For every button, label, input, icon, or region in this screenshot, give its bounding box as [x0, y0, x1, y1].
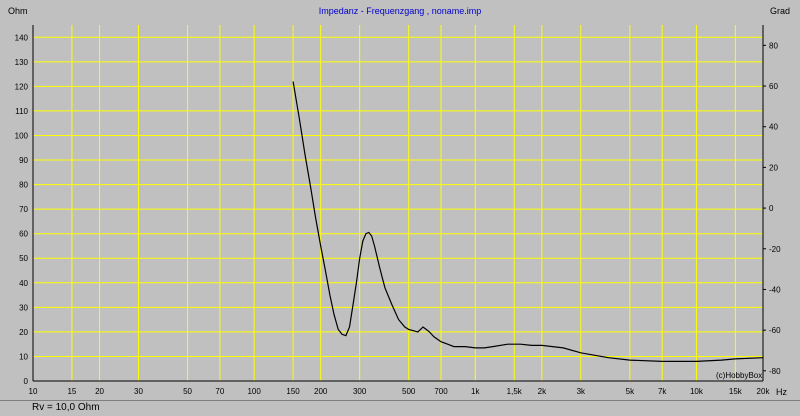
x-tick-label: 70 — [215, 387, 224, 396]
y-tick-label: 30 — [19, 303, 28, 312]
y-tick-label: 50 — [19, 254, 28, 263]
y-tick-label: 20 — [19, 328, 28, 337]
y-tick-label: 120 — [15, 82, 29, 91]
y-tick-label: 130 — [15, 58, 29, 67]
y2-tick-label: 60 — [769, 82, 778, 91]
x-tick-label: 10k — [690, 387, 704, 396]
x-tick-label: 10 — [29, 387, 38, 396]
x-tick-label: 30 — [134, 387, 143, 396]
x-tick-label: 100 — [247, 387, 261, 396]
status-text: Rv = 10,0 Ohm — [32, 402, 100, 413]
y-tick-label: 140 — [15, 33, 29, 42]
y2-tick-label: 80 — [769, 41, 778, 50]
x-tick-label: 15 — [67, 387, 76, 396]
x-tick-label: 1k — [471, 387, 480, 396]
y-tick-label: 70 — [19, 205, 28, 214]
axes — [32, 25, 766, 382]
y-tick-label: 60 — [19, 230, 28, 239]
series-group — [292, 81, 764, 362]
y-tick-label: 100 — [15, 131, 29, 140]
x-tick-label: 7k — [658, 387, 667, 396]
y2-tick-label: 40 — [769, 123, 778, 132]
x-tick-label: 300 — [353, 387, 367, 396]
x-tick-label: 3k — [577, 387, 586, 396]
x-tick-label: 20k — [757, 387, 771, 396]
y-tick-label: 80 — [19, 181, 28, 190]
y2-axis-label: Grad — [770, 6, 790, 16]
x-tick-label: 200 — [314, 387, 328, 396]
status-bar — [0, 400, 800, 416]
y2-tick-label: -80 — [769, 367, 781, 376]
x-tick-label: 20 — [95, 387, 104, 396]
x-tick-label: 500 — [402, 387, 416, 396]
x-tick-label: 150 — [286, 387, 300, 396]
chart-title: Impedanz - Frequenzgang , noname.imp — [319, 6, 482, 16]
plot-area — [33, 25, 763, 381]
y-axis-label: Ohm — [8, 6, 28, 16]
x-tick-label: 700 — [434, 387, 448, 396]
tick-labels: 0102030405060708090100110120130140-80-60… — [15, 33, 781, 396]
copyright-annotation: (c)HobbyBox — [716, 371, 762, 380]
y2-tick-label: -40 — [769, 285, 781, 294]
y2-tick-label: -60 — [769, 326, 781, 335]
impedance-chart: 0102030405060708090100110120130140-80-60… — [8, 6, 790, 397]
grid — [32, 25, 764, 382]
x-tick-label: 1,5k — [507, 387, 523, 396]
impedance-curve — [292, 81, 764, 362]
y-tick-label: 10 — [19, 352, 28, 361]
y-tick-label: 90 — [19, 156, 28, 165]
y2-tick-label: 0 — [769, 204, 774, 213]
x-tick-label: 50 — [183, 387, 192, 396]
y2-tick-label: 20 — [769, 163, 778, 172]
y-tick-label: 40 — [19, 279, 28, 288]
x-tick-label: 2k — [538, 387, 547, 396]
y-tick-label: 110 — [15, 107, 28, 116]
x-tick-label: 5k — [626, 387, 635, 396]
y-tick-label: 0 — [24, 377, 29, 386]
x-axis-label: Hz — [776, 387, 787, 397]
x-tick-label: 15k — [729, 387, 743, 396]
y2-tick-label: -20 — [769, 245, 781, 254]
